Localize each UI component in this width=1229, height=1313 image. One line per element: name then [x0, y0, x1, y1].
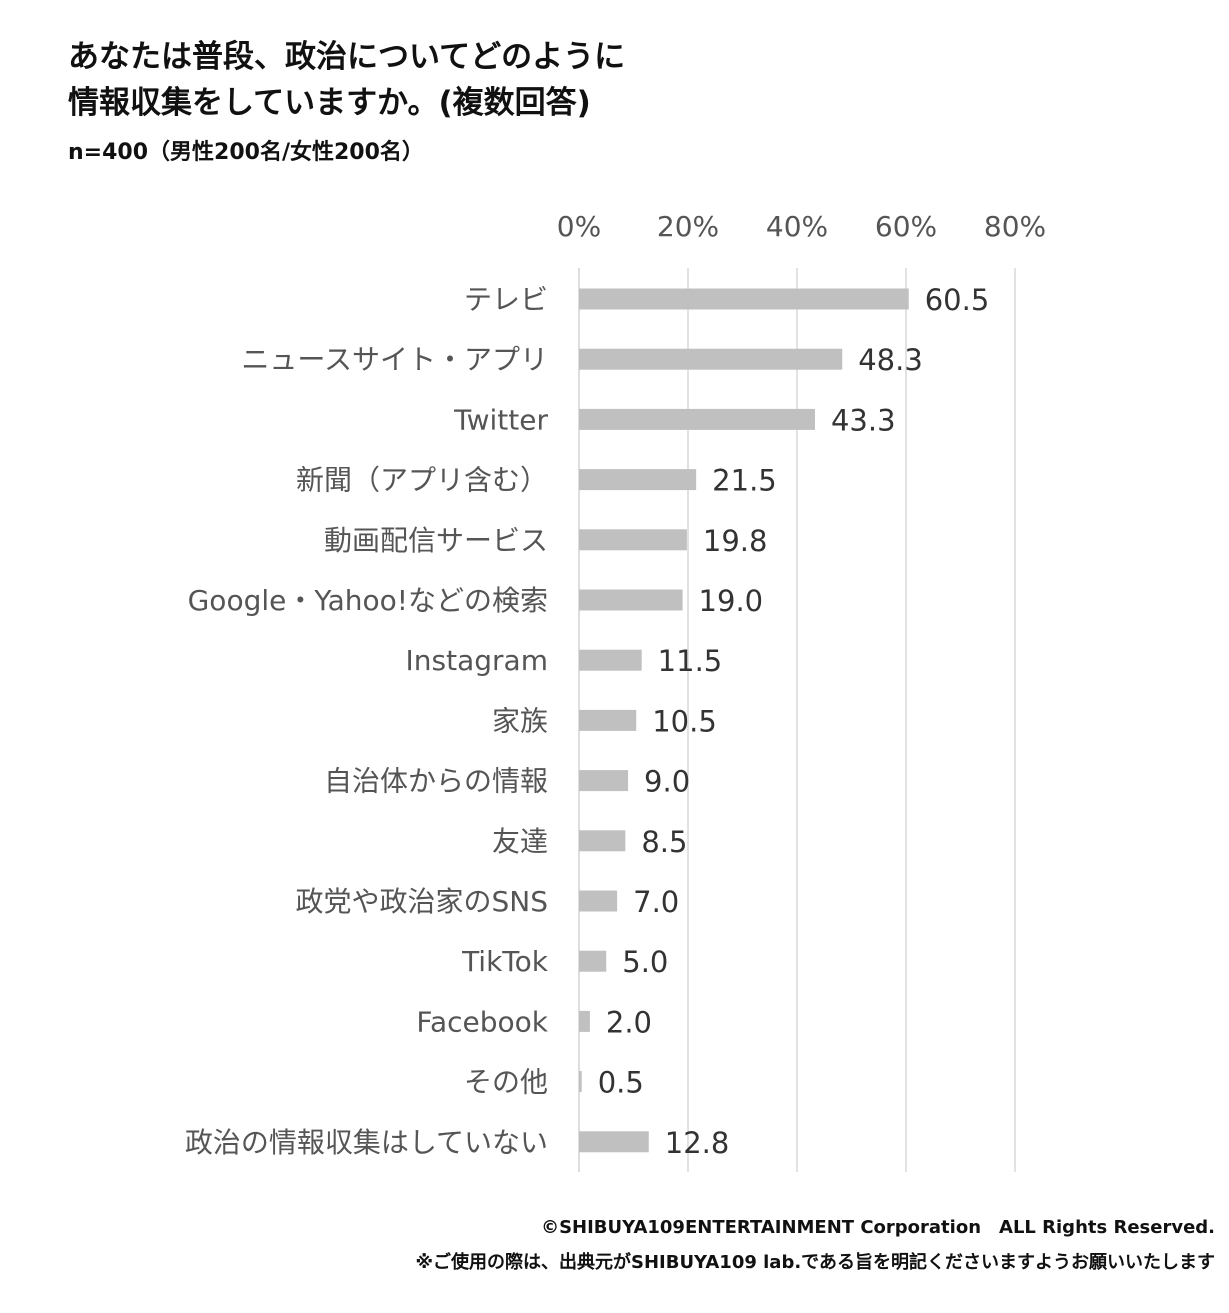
value-label: 12.8: [665, 1126, 730, 1160]
category-label: 家族: [492, 704, 548, 737]
x-tick-label: 20%: [657, 210, 719, 243]
value-label: 0.5: [598, 1066, 644, 1100]
category-label: 動画配信サービス: [324, 524, 548, 557]
category-label: 自治体からの情報: [324, 765, 548, 798]
category-label: ニュースサイト・アプリ: [241, 343, 548, 376]
category-label: 新聞（アプリ含む）: [296, 464, 548, 497]
value-label: 19.0: [699, 584, 764, 618]
bar: [579, 288, 909, 310]
category-label: その他: [464, 1066, 548, 1099]
category-label: 政党や政治家のSNS: [296, 885, 549, 918]
bar: [579, 1071, 582, 1093]
value-labels: 60.548.3 43.3 21.5 19.8 19.0 11.5 10.5 9.0 8.5 7.…: [598, 283, 990, 1160]
value-label: 5.0: [622, 945, 668, 979]
bar: [579, 830, 626, 852]
chart-title: あなたは普段、政治についてどのように 情報収集をしていますか。(複数回答): [68, 34, 625, 126]
bar: [579, 529, 687, 551]
chart-title-line-1: あなたは普段、政治についてどのように: [68, 39, 626, 75]
bar: [579, 1010, 590, 1032]
category-label: Facebook: [416, 1005, 548, 1038]
category-label: TikTok: [461, 945, 549, 978]
category-label: 政治の情報収集はしていない: [185, 1126, 548, 1159]
x-axis-ticks: 0% 20% 40% 60% 80%: [557, 210, 1046, 243]
category-label: Google・Yahoo!などの検索: [188, 584, 548, 617]
category-label: Instagram: [406, 644, 548, 677]
value-label: 48.3: [858, 343, 923, 377]
category-label: Twitter: [453, 403, 548, 436]
bar: [579, 1131, 649, 1153]
bars: [579, 288, 909, 1153]
category-label: テレビ: [464, 283, 548, 316]
x-tick-label: 80%: [984, 210, 1046, 243]
x-tick-label: 40%: [766, 210, 828, 243]
value-label: 2.0: [606, 1005, 652, 1039]
bar: [579, 950, 607, 972]
category-label: 友達: [492, 825, 548, 858]
value-label: 21.5: [712, 464, 777, 498]
value-label: 7.0: [633, 885, 679, 919]
x-tick-label: 0%: [557, 210, 601, 243]
chart-subtitle: n=400（男性200名/女性200名）: [68, 140, 424, 165]
value-label: 8.5: [641, 825, 687, 859]
value-label: 60.5: [925, 283, 990, 317]
bar: [579, 408, 815, 430]
bar: [579, 589, 683, 611]
bar: [579, 348, 843, 370]
bar: [579, 469, 697, 491]
value-label: 10.5: [652, 704, 717, 738]
copyright-text: ©SHIBUYA109ENTERTAINMENT Corporation ALL…: [541, 1217, 1215, 1238]
value-label: 19.8: [703, 524, 768, 558]
chart-title-line-2: 情報収集をしていますか。(複数回答): [68, 85, 591, 121]
bar: [579, 649, 642, 671]
value-label: 43.3: [831, 403, 896, 437]
usage-notice: ※ご使用の際は、出典元がSHIBUYA109 lab.である旨を明記くださいます…: [415, 1252, 1216, 1273]
x-tick-label: 60%: [875, 210, 937, 243]
value-label: 9.0: [644, 765, 690, 799]
bar: [579, 709, 637, 731]
value-label: 11.5: [658, 644, 723, 678]
bar: [579, 770, 629, 792]
bar: [579, 890, 618, 912]
